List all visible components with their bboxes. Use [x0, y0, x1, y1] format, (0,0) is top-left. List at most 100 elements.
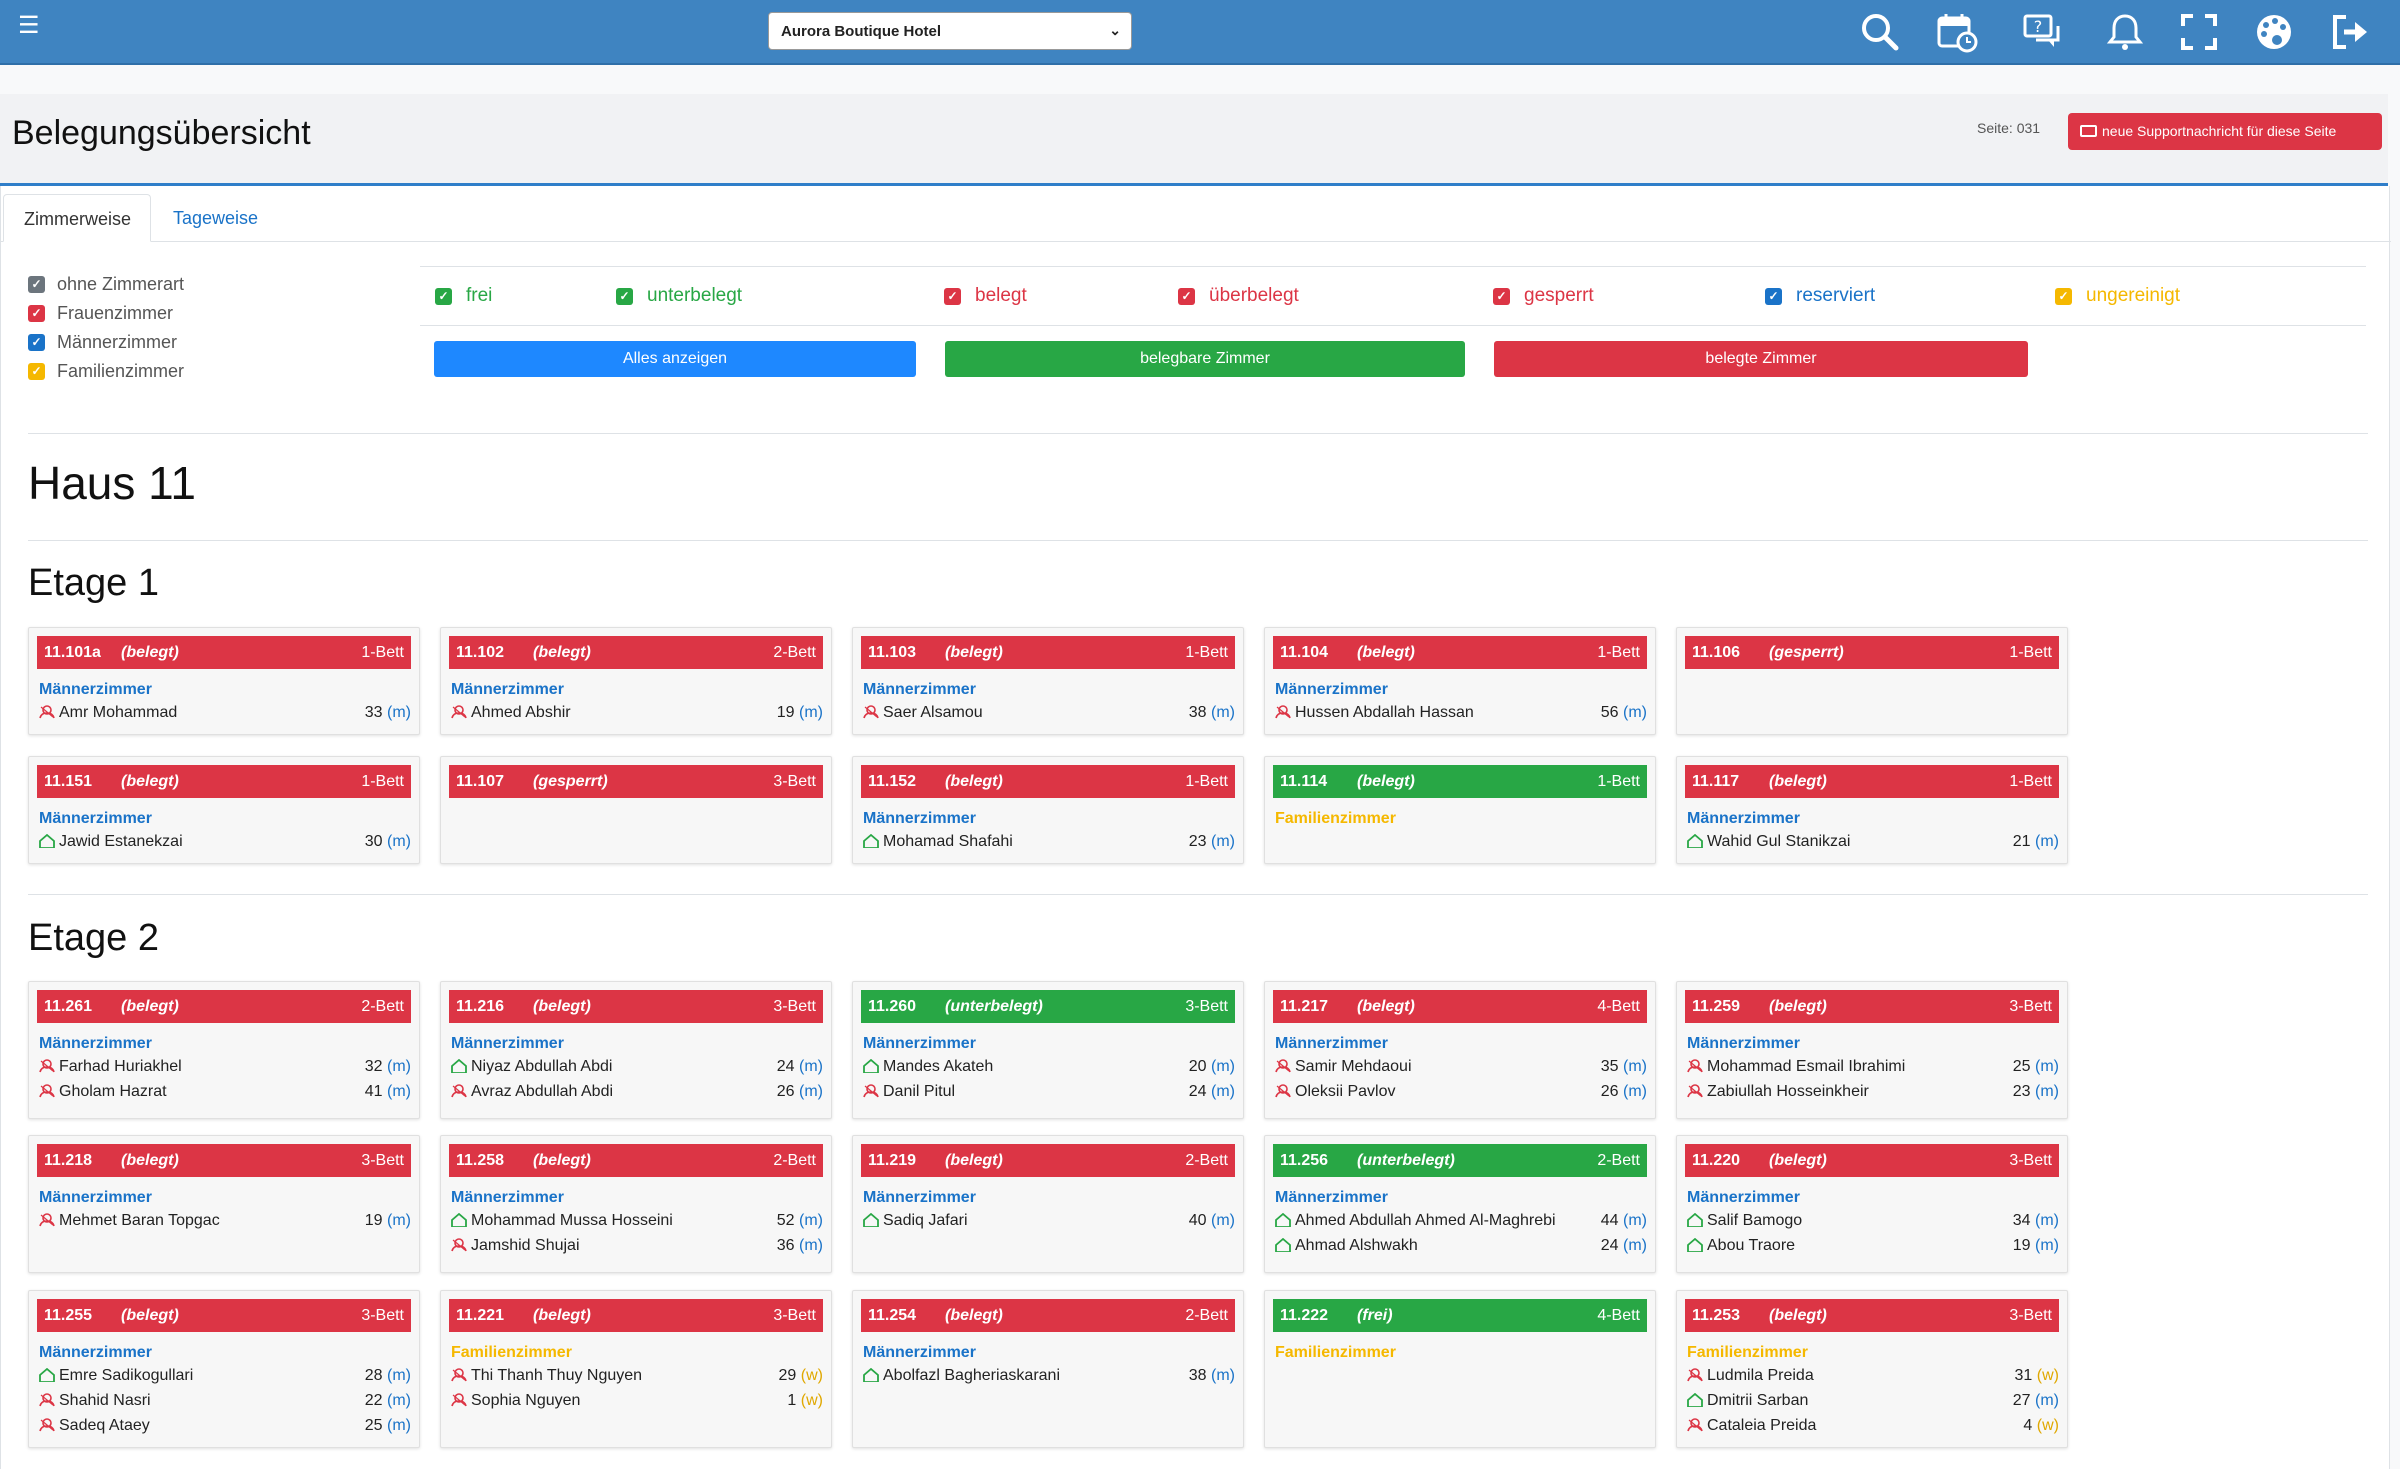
calendar-clock-icon[interactable] — [1935, 10, 1979, 54]
logout-icon[interactable] — [2328, 10, 2372, 54]
room-card[interactable]: 11.218 (belegt) 3-Bett Männerzimmer Mehmet B… — [28, 1135, 420, 1273]
filter-überbelegt[interactable]: ✓ überbelegt — [1178, 285, 1299, 307]
room-card[interactable]: 11.104 (belegt) 1-Bett Männerzimmer Hussen A… — [1264, 627, 1656, 735]
occupant-row[interactable]: Amr Mohammad 33 (m) — [39, 704, 411, 728]
room-card[interactable]: 11.151 (belegt) 1-Bett Männerzimmer Jawid Es… — [28, 756, 420, 864]
occupant-row[interactable]: Hussen Abdallah Hassan 56 (m) — [1275, 704, 1647, 728]
filter-ungereinigt[interactable]: ✓ ungereinigt — [2055, 285, 2180, 307]
fullscreen-icon[interactable] — [2177, 10, 2221, 54]
occupant-row[interactable]: Dmitrii Sarban 27 (m) — [1687, 1392, 2059, 1416]
filter-frei[interactable]: ✓ frei — [435, 285, 492, 307]
checkbox-icon[interactable]: ✓ — [1493, 287, 1510, 305]
occupant-row[interactable]: Ahmad Alshwakh 24 (m) — [1275, 1237, 1647, 1261]
room-card-header[interactable]: 11.106 (gesperrt) 1-Bett — [1685, 636, 2059, 669]
checkbox-icon[interactable]: ✓ — [28, 363, 45, 380]
room-type-item[interactable]: ✓ ohne Zimmerart — [28, 270, 184, 299]
occupant-row[interactable]: Jawid Estanekzai 30 (m) — [39, 833, 411, 857]
checkbox-icon[interactable]: ✓ — [944, 287, 961, 305]
room-card[interactable]: 11.220 (belegt) 3-Bett Männerzimmer Salif Ba… — [1676, 1135, 2068, 1273]
room-card-header[interactable]: 11.222 (frei) 4-Bett — [1273, 1299, 1647, 1332]
room-card-header[interactable]: 11.217 (belegt) 4-Bett — [1273, 990, 1647, 1023]
room-card[interactable]: 11.107 (gesperrt) 3-Bett — [440, 756, 832, 864]
help-chat-icon[interactable]: ? — [2022, 10, 2066, 54]
room-card-header[interactable]: 11.259 (belegt) 3-Bett — [1685, 990, 2059, 1023]
room-card-header[interactable]: 11.152 (belegt) 1-Bett — [861, 765, 1235, 798]
occupant-row[interactable]: Emre Sadikogullari 28 (m) — [39, 1367, 411, 1391]
room-card[interactable]: 11.253 (belegt) 3-Bett Familienzimmer Ludmil… — [1676, 1290, 2068, 1448]
room-card-header[interactable]: 11.220 (belegt) 3-Bett — [1685, 1144, 2059, 1177]
occupant-row[interactable]: Abou Traore 19 (m) — [1687, 1237, 2059, 1261]
occupant-row[interactable]: Ludmila Preida 31 (w) — [1687, 1367, 2059, 1391]
occupant-row[interactable]: Sophia Nguyen 1 (w) — [451, 1392, 823, 1416]
room-card[interactable]: 11.219 (belegt) 2-Bett Männerzimmer Sadiq Ja… — [852, 1135, 1244, 1273]
room-card[interactable]: 11.216 (belegt) 3-Bett Männerzimmer Niyaz Ab… — [440, 981, 832, 1119]
hotel-select[interactable]: Aurora Boutique Hotel ⌄ — [768, 12, 1132, 50]
bookable-rooms-button[interactable]: belegbare Zimmer — [945, 341, 1465, 377]
search-icon[interactable] — [1858, 10, 1902, 54]
room-card-header[interactable]: 11.253 (belegt) 3-Bett — [1685, 1299, 2059, 1332]
filter-gesperrt[interactable]: ✓ gesperrt — [1493, 285, 1594, 307]
room-card-header[interactable]: 11.103 (belegt) 1-Bett — [861, 636, 1235, 669]
checkbox-icon[interactable]: ✓ — [435, 287, 452, 305]
checkbox-icon[interactable]: ✓ — [28, 276, 45, 293]
occupant-row[interactable]: Wahid Gul Stanikzai 21 (m) — [1687, 833, 2059, 857]
occupant-row[interactable]: Avraz Abdullah Abdi 26 (m) — [451, 1083, 823, 1107]
occupant-row[interactable]: Salif Bamogo 34 (m) — [1687, 1212, 2059, 1236]
room-card-header[interactable]: 11.258 (belegt) 2-Bett — [449, 1144, 823, 1177]
occupant-row[interactable]: Abolfazl Bagheriaskarani 38 (m) — [863, 1367, 1235, 1391]
room-card[interactable]: 11.152 (belegt) 1-Bett Männerzimmer Mohamad … — [852, 756, 1244, 864]
occupied-rooms-button[interactable]: belegte Zimmer — [1494, 341, 2028, 377]
room-card[interactable]: 11.260 (unterbelegt) 3-Bett Männerzimmer Man… — [852, 981, 1244, 1119]
palette-icon[interactable] — [2252, 10, 2296, 54]
room-card[interactable]: 11.103 (belegt) 1-Bett Männerzimmer Saer Als… — [852, 627, 1244, 735]
room-card[interactable]: 11.106 (gesperrt) 1-Bett — [1676, 627, 2068, 735]
occupant-row[interactable]: Zabiullah Hosseinkheir 23 (m) — [1687, 1083, 2059, 1107]
room-card-header[interactable]: 11.254 (belegt) 2-Bett — [861, 1299, 1235, 1332]
room-card-header[interactable]: 11.256 (unterbelegt) 2-Bett — [1273, 1144, 1647, 1177]
show-all-button[interactable]: Alles anzeigen — [434, 341, 916, 377]
occupant-row[interactable]: Shahid Nasri 22 (m) — [39, 1392, 411, 1416]
room-type-item[interactable]: ✓ Frauenzimmer — [28, 299, 184, 328]
room-card-header[interactable]: 11.151 (belegt) 1-Bett — [37, 765, 411, 798]
checkbox-icon[interactable]: ✓ — [1765, 287, 1782, 305]
room-card-header[interactable]: 11.107 (gesperrt) 3-Bett — [449, 765, 823, 798]
room-card-header[interactable]: 11.261 (belegt) 2-Bett — [37, 990, 411, 1023]
occupant-row[interactable]: Mehmet Baran Topgac 19 (m) — [39, 1212, 411, 1236]
menu-icon[interactable]: ☰ — [18, 12, 40, 39]
filter-belegt[interactable]: ✓ belegt — [944, 285, 1027, 307]
room-card[interactable]: 11.255 (belegt) 3-Bett Männerzimmer Emre Sad… — [28, 1290, 420, 1448]
occupant-row[interactable]: Danil Pitul 24 (m) — [863, 1083, 1235, 1107]
room-card-header[interactable]: 11.219 (belegt) 2-Bett — [861, 1144, 1235, 1177]
occupant-row[interactable]: Mandes Akateh 20 (m) — [863, 1058, 1235, 1082]
occupant-row[interactable]: Ahmed Abshir 19 (m) — [451, 704, 823, 728]
room-card-header[interactable]: 11.260 (unterbelegt) 3-Bett — [861, 990, 1235, 1023]
room-card[interactable]: 11.221 (belegt) 3-Bett Familienzimmer Thi Th… — [440, 1290, 832, 1448]
checkbox-icon[interactable]: ✓ — [2055, 287, 2072, 305]
room-type-item[interactable]: ✓ Familienzimmer — [28, 357, 184, 386]
room-card-header[interactable]: 11.104 (belegt) 1-Bett — [1273, 636, 1647, 669]
room-card-header[interactable]: 11.117 (belegt) 1-Bett — [1685, 765, 2059, 798]
occupant-row[interactable]: Ahmed Abdullah Ahmed Al-Maghrebi 44 (m) — [1275, 1212, 1647, 1236]
room-card-header[interactable]: 11.101a (belegt) 1-Bett — [37, 636, 411, 669]
room-card-header[interactable]: 11.218 (belegt) 3-Bett — [37, 1144, 411, 1177]
room-card-header[interactable]: 11.102 (belegt) 2-Bett — [449, 636, 823, 669]
room-card[interactable]: 11.117 (belegt) 1-Bett Männerzimmer Wahid Gu… — [1676, 756, 2068, 864]
occupant-row[interactable]: Cataleia Preida 4 (w) — [1687, 1417, 2059, 1441]
room-card-header[interactable]: 11.221 (belegt) 3-Bett — [449, 1299, 823, 1332]
checkbox-icon[interactable]: ✓ — [28, 334, 45, 351]
occupant-row[interactable]: Jamshid Shujai 36 (m) — [451, 1237, 823, 1261]
room-card-header[interactable]: 11.216 (belegt) 3-Bett — [449, 990, 823, 1023]
occupant-row[interactable]: Mohammad Mussa Hosseini 52 (m) — [451, 1212, 823, 1236]
filter-unterbelegt[interactable]: ✓ unterbelegt — [616, 285, 742, 307]
room-card-header[interactable]: 11.114 (belegt) 1-Bett — [1273, 765, 1647, 798]
room-card[interactable]: 11.258 (belegt) 2-Bett Männerzimmer Mohammad… — [440, 1135, 832, 1273]
occupant-row[interactable]: Niyaz Abdullah Abdi 24 (m) — [451, 1058, 823, 1082]
occupant-row[interactable]: Mohammad Esmail Ibrahimi 25 (m) — [1687, 1058, 2059, 1082]
occupant-row[interactable]: Mohamad Shafahi 23 (m) — [863, 833, 1235, 857]
room-card[interactable]: 11.259 (belegt) 3-Bett Männerzimmer Mohammad… — [1676, 981, 2068, 1119]
occupant-row[interactable]: Farhad Huriakhel 32 (m) — [39, 1058, 411, 1082]
checkbox-icon[interactable]: ✓ — [1178, 287, 1195, 305]
occupant-row[interactable]: Sadeq Ataey 25 (m) — [39, 1417, 411, 1441]
room-card-header[interactable]: 11.255 (belegt) 3-Bett — [37, 1299, 411, 1332]
occupant-row[interactable]: Sadiq Jafari 40 (m) — [863, 1212, 1235, 1236]
